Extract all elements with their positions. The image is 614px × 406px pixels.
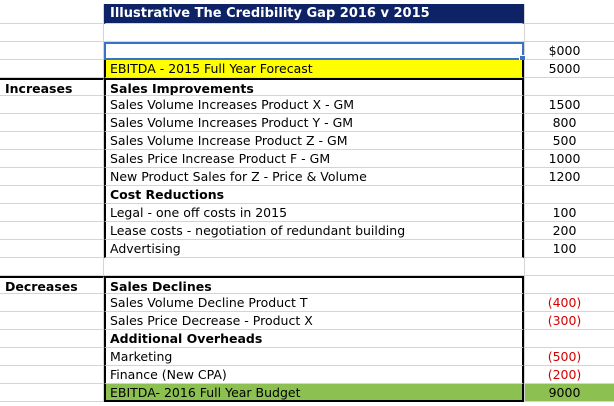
cell-c2[interactable]: [524, 24, 614, 42]
row-value[interactable]: 5000: [524, 60, 614, 78]
table-row: Decreases Sales Declines: [0, 276, 614, 294]
row-category[interactable]: [0, 204, 104, 222]
row-item[interactable]: New Product Sales for Z - Price & Volume: [104, 168, 524, 186]
row-value[interactable]: 100: [524, 240, 614, 258]
row-item[interactable]: Lease costs - negotiation of redundant b…: [104, 222, 524, 240]
cell-c1[interactable]: [524, 4, 614, 24]
row-category[interactable]: Increases: [0, 78, 104, 96]
row-category[interactable]: [0, 330, 104, 348]
row-item[interactable]: EBITDA- 2016 Full Year Budget: [104, 384, 524, 402]
row-value[interactable]: [524, 330, 614, 348]
row-value[interactable]: 1500: [524, 96, 614, 114]
row-item[interactable]: Marketing: [104, 348, 524, 366]
row-item[interactable]: Advertising: [104, 240, 524, 258]
row-item[interactable]: Sales Price Increase Product F - GM: [104, 150, 524, 168]
table-row: Additional Overheads: [0, 330, 614, 348]
row-category[interactable]: Decreases: [0, 276, 104, 294]
row-category[interactable]: [0, 186, 104, 204]
table-row: Lease costs - negotiation of redundant b…: [0, 222, 614, 240]
table-row: New Product Sales for Z - Price & Volume…: [0, 168, 614, 186]
row-category[interactable]: [0, 366, 104, 384]
row-value[interactable]: 500: [524, 132, 614, 150]
row-value[interactable]: (200): [524, 366, 614, 384]
row-category[interactable]: [0, 348, 104, 366]
selected-row: $000: [0, 42, 614, 60]
row-value[interactable]: (400): [524, 294, 614, 312]
row-item[interactable]: [104, 258, 524, 276]
row-category[interactable]: [0, 150, 104, 168]
table-row: Finance (New CPA) (200): [0, 366, 614, 384]
row-item[interactable]: Sales Volume Increase Product Z - GM: [104, 132, 524, 150]
table-row: Sales Volume Increases Product X - GM 150…: [0, 96, 614, 114]
cell-a2[interactable]: [0, 24, 104, 42]
row-value[interactable]: [524, 276, 614, 294]
row-item[interactable]: Sales Declines: [104, 276, 524, 294]
row-category[interactable]: [0, 384, 104, 402]
row-value[interactable]: [524, 78, 614, 96]
row-value[interactable]: (500): [524, 348, 614, 366]
table-row: Legal - one off costs in 2015 100: [0, 204, 614, 222]
row-value[interactable]: 1000: [524, 150, 614, 168]
row-category[interactable]: [0, 60, 104, 78]
table-row: [0, 258, 614, 276]
cell-a3[interactable]: [0, 42, 104, 60]
row-item[interactable]: Sales Volume Increases Product Y - GM: [104, 114, 524, 132]
selected-cell[interactable]: [104, 42, 524, 60]
row-category[interactable]: [0, 114, 104, 132]
row-category[interactable]: [0, 222, 104, 240]
row-category[interactable]: [0, 258, 104, 276]
row-category[interactable]: [0, 168, 104, 186]
table-row: Marketing (500): [0, 348, 614, 366]
unit-label: $000: [524, 42, 614, 60]
blank-row: [0, 24, 614, 42]
row-value[interactable]: 9000: [524, 384, 614, 402]
row-value[interactable]: [524, 258, 614, 276]
row-item[interactable]: Cost Reductions: [104, 186, 524, 204]
cell-b2[interactable]: [104, 24, 524, 42]
sheet-title: Illustrative The Credibility Gap 2016 v …: [104, 4, 524, 24]
table-row: Sales Volume Decline Product T (400): [0, 294, 614, 312]
row-value[interactable]: (300): [524, 312, 614, 330]
table-row: Advertising 100: [0, 240, 614, 258]
row-category[interactable]: [0, 312, 104, 330]
row-value[interactable]: 100: [524, 204, 614, 222]
table-row: Sales Volume Increases Product Y - GM 800: [0, 114, 614, 132]
cell-a1[interactable]: [0, 4, 104, 24]
row-value[interactable]: 1200: [524, 168, 614, 186]
row-item[interactable]: Sales Improvements: [104, 78, 524, 96]
table-row: Cost Reductions: [0, 186, 614, 204]
row-item[interactable]: EBITDA - 2015 Full Year Forecast: [104, 60, 524, 78]
row-value[interactable]: 800: [524, 114, 614, 132]
table-row: Increases Sales Improvements: [0, 78, 614, 96]
table-row: Sales Price Decrease - Product X (300): [0, 312, 614, 330]
row-category[interactable]: [0, 132, 104, 150]
table-row: Sales Volume Increase Product Z - GM 500: [0, 132, 614, 150]
row-value[interactable]: 200: [524, 222, 614, 240]
table-row: EBITDA- 2016 Full Year Budget 9000: [0, 384, 614, 402]
row-item[interactable]: Legal - one off costs in 2015: [104, 204, 524, 222]
row-item[interactable]: Sales Volume Increases Product X - GM: [104, 96, 524, 114]
row-category[interactable]: [0, 96, 104, 114]
row-item[interactable]: Finance (New CPA): [104, 366, 524, 384]
row-category[interactable]: [0, 240, 104, 258]
row-category[interactable]: [0, 294, 104, 312]
row-item[interactable]: Sales Price Decrease - Product X: [104, 312, 524, 330]
title-row: Illustrative The Credibility Gap 2016 v …: [0, 4, 614, 24]
row-item[interactable]: Additional Overheads: [104, 330, 524, 348]
table-row: Sales Price Increase Product F - GM 1000: [0, 150, 614, 168]
row-value[interactable]: [524, 186, 614, 204]
row-item[interactable]: Sales Volume Decline Product T: [104, 294, 524, 312]
table-row: EBITDA - 2015 Full Year Forecast 5000: [0, 60, 614, 78]
